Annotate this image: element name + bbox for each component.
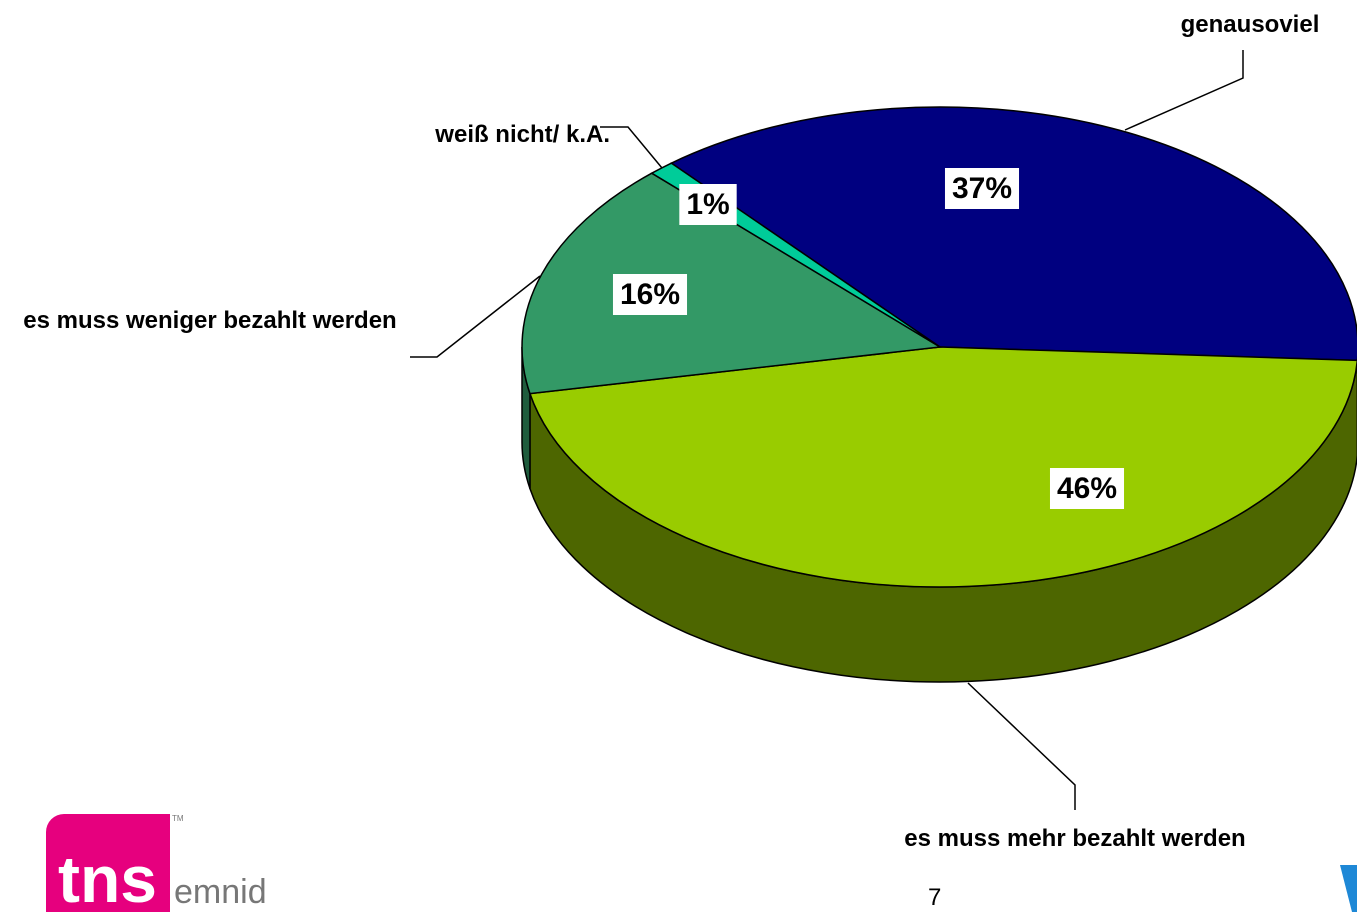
category-label: weiß nicht/ k.A. bbox=[435, 121, 610, 148]
leader-line bbox=[600, 126, 663, 169]
logo-text: tns bbox=[58, 842, 157, 912]
leader-line bbox=[967, 682, 1076, 810]
logo-box bbox=[46, 814, 170, 912]
slice bbox=[528, 346, 1357, 588]
value-label: 1% bbox=[686, 188, 729, 221]
trademark: TM bbox=[172, 814, 184, 823]
category-label: es muss weniger bezahlt werden bbox=[23, 307, 397, 334]
page-number: 7 bbox=[928, 884, 942, 911]
leader-line bbox=[1124, 50, 1244, 131]
leader-line bbox=[410, 275, 541, 358]
value-label-box bbox=[612, 274, 688, 315]
value-label-box bbox=[679, 184, 737, 225]
slice bbox=[669, 106, 1357, 362]
slice bbox=[521, 172, 943, 395]
value-label: 16% bbox=[620, 278, 680, 311]
value-label-box bbox=[1049, 468, 1125, 509]
logo-suffix: emnid bbox=[174, 873, 267, 911]
value-label-box bbox=[944, 168, 1020, 209]
value-label: 46% bbox=[1057, 472, 1117, 505]
value-label: 37% bbox=[952, 172, 1012, 205]
category-label: genausoviel bbox=[1180, 11, 1320, 38]
category-label: es muss mehr bezahlt werden bbox=[904, 825, 1246, 852]
